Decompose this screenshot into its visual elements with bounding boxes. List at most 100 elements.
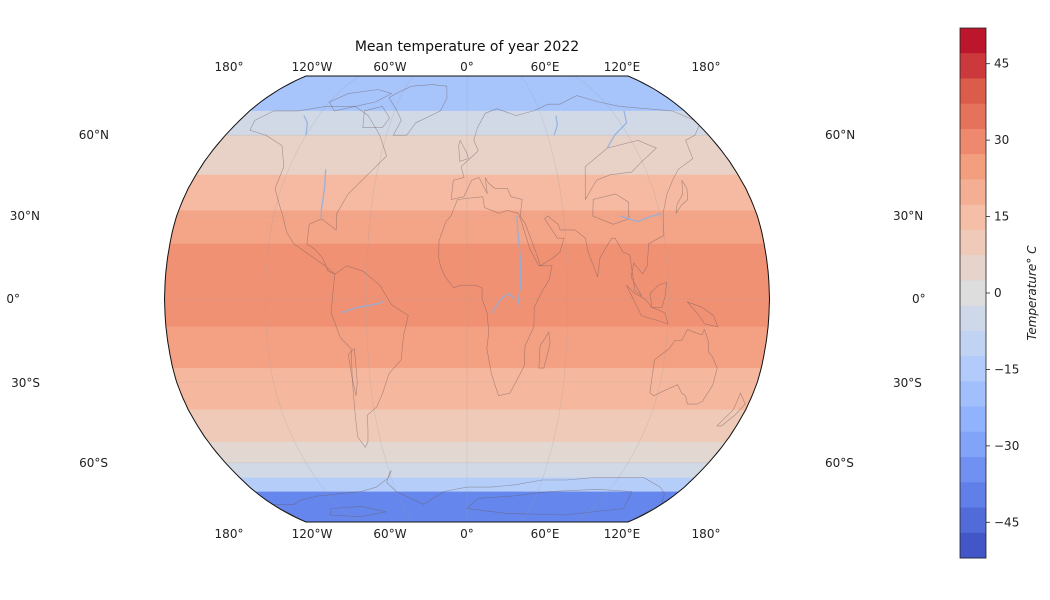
colorbar-segment	[960, 280, 986, 307]
longitude-label: 120°E	[604, 527, 641, 541]
temperature-band	[164, 210, 770, 245]
antarctica-interior	[466, 488, 633, 516]
colorbar-ticks: 45 30 15 0 −15 −30 −45	[986, 57, 1019, 529]
map-title: Mean temperature of year 2022	[355, 39, 579, 55]
longitude-labels-top: 180° 120°W 60°W 0° 60°E 120°E 180°	[215, 60, 721, 74]
temperature-band	[164, 326, 770, 369]
river	[303, 115, 309, 136]
latitude-label: 60°S	[825, 456, 854, 470]
longitude-label: 180°	[215, 60, 244, 74]
temperature-band	[164, 110, 770, 136]
river	[491, 292, 515, 314]
river	[516, 215, 522, 308]
colorbar-tick-label: −15	[994, 362, 1019, 376]
coastline-baffin	[362, 106, 390, 128]
central-asia-cold	[584, 139, 657, 201]
colorbar-segment	[960, 406, 986, 433]
longitude-label: 120°W	[292, 60, 333, 74]
colorbar-segment	[960, 482, 986, 508]
river	[340, 301, 384, 314]
temperature-band	[164, 135, 770, 176]
longitude-label: 120°W	[292, 527, 333, 541]
temperature-band	[164, 477, 770, 493]
west-antarctica-interior	[329, 506, 387, 518]
latitude-label: 60°N	[79, 128, 109, 142]
coastline-eurasia	[450, 95, 700, 297]
colorbar-segment	[960, 305, 986, 332]
river	[606, 110, 628, 149]
meridian	[520, 76, 569, 522]
temperature-band	[164, 462, 770, 479]
longitude-label: 180°	[692, 60, 721, 74]
colorbar-segment	[960, 129, 986, 155]
coastline-north-america	[249, 106, 387, 275]
latitude-label: 60°S	[79, 456, 108, 470]
temperature-band	[164, 442, 770, 464]
latitude-label: 0°	[912, 292, 926, 306]
coastline-new-zealand	[716, 392, 746, 427]
longitude-label: 180°	[692, 527, 721, 541]
temperature-band	[164, 174, 770, 212]
latitude-label: 30°S	[11, 376, 40, 390]
longitude-label: 0°	[460, 527, 474, 541]
colorbar-segment	[960, 179, 986, 206]
coastline-borneo	[649, 281, 667, 308]
meridian	[574, 76, 670, 522]
colorbar-segment	[960, 507, 986, 534]
temperature-band	[164, 76, 770, 112]
colorbar-segment	[960, 356, 986, 382]
longitude-label: 60°W	[373, 60, 406, 74]
longitude-label: 60°E	[531, 60, 560, 74]
colorbar-tick-label: 30	[994, 133, 1009, 147]
temperature-band	[164, 368, 770, 411]
river	[320, 169, 327, 219]
coastlines	[249, 84, 746, 522]
coastline-indonesia	[626, 284, 669, 325]
longitude-label: 120°E	[604, 60, 641, 74]
latitude-label: 0°	[6, 292, 20, 306]
coastline-south-america	[330, 265, 409, 448]
colorbar-segment	[960, 431, 986, 458]
colorbar-segment	[960, 103, 986, 130]
latitude-label: 30°N	[893, 209, 923, 223]
temperature-map	[163, 75, 771, 523]
latitude-labels-right: 60°N 30°N 0° 30°S 60°S	[825, 128, 926, 470]
colorbar-segment	[960, 457, 986, 483]
coastline-madagascar	[538, 331, 551, 369]
colorbar-tick-label: 0	[994, 286, 1002, 300]
coastline-arctic-islands	[328, 89, 393, 112]
colorbar-segment	[960, 532, 986, 559]
colorbar-segment	[960, 28, 986, 54]
colorbar-segment	[960, 229, 986, 256]
coastline-new-guinea	[686, 301, 719, 328]
colorbar-segment	[960, 381, 986, 407]
latitude-label: 30°S	[893, 376, 922, 390]
river	[553, 115, 558, 136]
coastline-japan	[675, 180, 689, 214]
colorbar-segment	[960, 53, 986, 79]
longitude-label: 0°	[460, 60, 474, 74]
colorbar-label: Temperature° C	[1025, 245, 1039, 341]
colorbar-tick-label: −30	[994, 439, 1019, 453]
coastline-uk	[458, 139, 469, 162]
meridian	[365, 76, 414, 522]
colorbar-tick-label: 45	[994, 57, 1009, 71]
colorbar-tick-label: −45	[994, 515, 1019, 529]
colorbar-tick-label: 15	[994, 210, 1009, 224]
graticule	[164, 76, 770, 522]
coastline-antarctica	[272, 470, 665, 522]
longitude-label: 180°	[215, 527, 244, 541]
latitude-label: 60°N	[825, 128, 855, 142]
colorbar-segment	[960, 204, 986, 231]
river	[620, 212, 662, 223]
coastline-greenland	[388, 84, 448, 136]
latitude-label: 30°N	[10, 209, 40, 223]
colorbar: 45 30 15 0 −15 −30 −45 Temperature° C	[959, 27, 1039, 559]
colorbar-segments	[960, 28, 986, 559]
andes-high	[347, 348, 358, 396]
coastline-australia	[649, 328, 718, 405]
globe-outline	[163, 75, 771, 523]
temperature-band	[164, 491, 770, 522]
longitude-label: 60°W	[373, 527, 406, 541]
